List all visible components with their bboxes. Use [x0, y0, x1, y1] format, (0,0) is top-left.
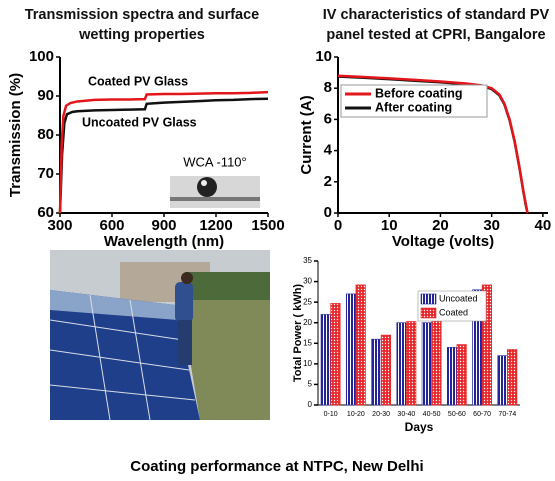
- bar: [371, 338, 382, 406]
- bar: [421, 322, 432, 406]
- x-tick-label: 300: [47, 217, 72, 234]
- legend-swatch: [420, 307, 437, 319]
- y-tick-label: 8: [324, 79, 332, 96]
- y-tick-label: 70: [37, 165, 54, 182]
- x-axis-label: Voltage (volts): [392, 233, 494, 250]
- legend-swatch: [420, 293, 437, 305]
- y-tick-label: 25: [303, 297, 312, 306]
- y-axis-label: Total Power ( kWh): [292, 284, 304, 383]
- x-tick-label: 900: [151, 217, 176, 234]
- x-tick-label: 40-50: [423, 411, 441, 418]
- bar: [497, 355, 508, 406]
- x-tick-label: 10: [381, 217, 398, 234]
- x-tick-label: 50-60: [448, 411, 466, 418]
- y-tick-label: 0: [308, 400, 313, 409]
- x-tick-label: 1200: [199, 217, 232, 234]
- x-tick-label: 70-74: [498, 411, 516, 418]
- x-tick-label: 30-40: [397, 411, 415, 418]
- bar: [406, 321, 417, 406]
- y-tick-label: 6: [324, 110, 332, 127]
- series-line: [337, 74, 529, 214]
- bar: [330, 303, 341, 406]
- bar: [396, 322, 407, 406]
- legend-label: After coating: [375, 100, 452, 114]
- annotation: WCA -110°: [183, 154, 246, 169]
- bar: [320, 314, 331, 406]
- series-label: Uncoated PV Glass: [82, 115, 197, 129]
- bar: [507, 349, 518, 406]
- legend-box: [340, 84, 488, 118]
- chart-title: Transmission spectra and surface wetting…: [24, 7, 260, 43]
- series-line: [58, 90, 269, 214]
- y-tick-label: 30: [303, 277, 312, 286]
- x-tick-label: 0: [334, 217, 342, 234]
- bar: [345, 293, 357, 406]
- y-tick-label: 35: [303, 256, 312, 265]
- y-tick-label: 100: [29, 48, 54, 65]
- bar: [456, 344, 467, 406]
- y-tick-label: 10: [315, 48, 332, 65]
- x-tick-label: 10-20: [347, 411, 365, 418]
- x-tick-label: 40: [535, 217, 552, 234]
- x-tick-label: 60-70: [473, 411, 491, 418]
- series-label: Coated PV Glass: [88, 74, 188, 88]
- x-tick-label: 600: [99, 217, 124, 234]
- x-axis-label: Wavelength (nm): [104, 233, 224, 250]
- legend-label: Uncoated: [439, 293, 478, 303]
- y-tick-label: 10: [303, 359, 312, 368]
- y-tick-label: 80: [37, 126, 54, 143]
- chart-title: IV characteristics of standard PV panel …: [322, 7, 550, 43]
- y-tick-label: 4: [324, 142, 333, 159]
- series-line: [58, 97, 269, 214]
- y-axis-label: Transmission (%): [7, 73, 24, 197]
- bar: [446, 347, 458, 406]
- x-axis-label: Days: [405, 420, 434, 434]
- legend-label: Coated: [439, 307, 468, 317]
- y-tick-label: 20: [303, 318, 312, 327]
- x-tick-label: 20: [432, 217, 449, 234]
- droplet-inset: [170, 176, 260, 208]
- y-tick-label: 5: [308, 380, 313, 389]
- y-tick-label: 90: [37, 87, 54, 104]
- y-axis-label: Current (A): [298, 95, 315, 174]
- x-tick-label: 30: [483, 217, 500, 234]
- bar: [481, 284, 493, 406]
- photo: [49, 250, 270, 421]
- bar: [355, 284, 366, 406]
- y-tick-label: 60: [37, 204, 54, 221]
- legend-label: Before coating: [375, 86, 463, 100]
- y-tick-label: 0: [324, 204, 332, 221]
- caption: Coating performance at NTPC, New Delhi: [130, 458, 423, 475]
- bar: [380, 334, 392, 406]
- y-tick-label: 15: [303, 338, 312, 347]
- y-tick-label: 2: [324, 173, 332, 190]
- x-tick-label: 1500: [251, 217, 284, 234]
- x-tick-label: 20-30: [372, 411, 390, 418]
- bar: [431, 312, 442, 406]
- x-tick-label: 0-10: [324, 411, 338, 418]
